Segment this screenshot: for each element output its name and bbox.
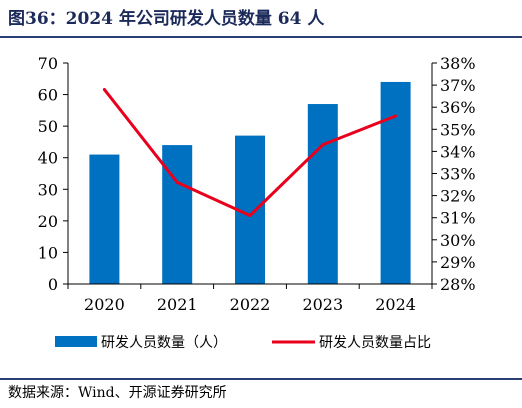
line-point-2020 (102, 88, 106, 92)
left-tick-label: 40 (38, 149, 58, 168)
right-tick-label: 34% (440, 142, 476, 161)
right-tick-label: 38% (440, 54, 476, 73)
x-tick-label: 2022 (230, 295, 271, 314)
right-tick-label: 29% (440, 253, 476, 272)
line-point-2023 (321, 143, 325, 147)
x-axis: 2020 2021 2022 2023 2024 (67, 283, 433, 314)
left-tick-label: 10 (38, 243, 58, 262)
left-tick-label: 60 (38, 86, 58, 105)
x-tick-label: 2023 (302, 295, 343, 314)
right-tick-label: 30% (440, 231, 476, 250)
line-series (102, 88, 398, 217)
line-point-2022 (248, 213, 252, 217)
bar-series (89, 81, 411, 285)
x-tick-label: 2021 (157, 295, 198, 314)
line-point-2024 (394, 114, 398, 118)
left-tick-label: 0 (48, 275, 58, 294)
right-tick-label: 35% (440, 120, 476, 139)
right-tick-label: 31% (440, 209, 476, 228)
bar-2024 (380, 81, 411, 284)
legend-line-label: 研发人员数量占比 (319, 335, 431, 351)
left-axis: 0 10 20 30 40 50 60 70 (38, 54, 69, 294)
left-tick-label: 30 (38, 180, 58, 199)
right-axis: 28% 29% 30% 31% 32% 33% 34% 35% 36% 37% 38% (431, 54, 476, 294)
x-tick-label: 2020 (84, 295, 125, 314)
right-tick-label: 33% (440, 165, 476, 184)
right-tick-label: 28% (440, 275, 476, 294)
bar-2021 (162, 145, 193, 284)
source-note: 数据来源：Wind、开源证券研究所 (8, 385, 227, 401)
legend-bar-swatch (55, 336, 97, 347)
bar-2020 (89, 154, 120, 284)
right-tick-label: 37% (440, 76, 476, 95)
legend: 研发人员数量（人） 研发人员数量占比 (55, 335, 431, 351)
right-tick-label: 32% (440, 187, 476, 206)
left-tick-label: 20 (38, 212, 58, 231)
line-point-2021 (175, 180, 179, 184)
x-tick-label: 2024 (375, 295, 416, 314)
legend-bar-label: 研发人员数量（人） (101, 335, 227, 351)
bar-2023 (307, 104, 338, 285)
right-tick-label: 36% (440, 98, 476, 117)
left-tick-label: 70 (38, 54, 58, 73)
chart-title: 图36：2024 年公司研发人员数量 64 人 (8, 9, 325, 29)
left-tick-label: 50 (38, 117, 58, 136)
title-rule (0, 36, 522, 38)
source-rule (0, 378, 522, 380)
